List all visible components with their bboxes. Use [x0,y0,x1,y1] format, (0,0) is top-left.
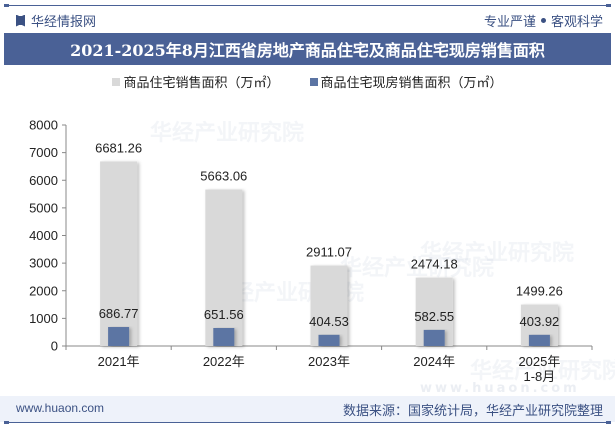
footer-source: 数据来源：国家统计局，华经产业研究院整理 [342,403,603,418]
bars [100,161,558,346]
legend: 商品住宅销售面积（万㎡） 商品住宅现房销售面积（万㎡） [0,72,615,91]
y-tick-label: 5000 [29,200,58,215]
data-label-series2: 582.55 [414,309,454,324]
data-label-series2: 686.77 [99,306,139,321]
footer-url[interactable]: www.huaon.com [16,401,105,415]
watermark-text: 华经产业研究院 [150,120,304,146]
bottom-rule [4,421,611,424]
bar-series2 [108,327,130,346]
bar-series1 [100,161,138,346]
legend-swatch-series1 [112,77,121,86]
x-tick-label: 2025年 [518,354,560,369]
y-tick-label: 1000 [29,311,58,326]
chart-title: 2021-2025年8月江西省房地产商品住宅及商品住宅现房销售面积 [70,41,545,60]
data-label-series1: 5663.06 [200,169,247,184]
data-label-series1: 1499.26 [516,284,563,299]
x-tick-label: 2023年 [308,354,350,369]
x-tick-label: 2022年 [203,354,245,369]
bar-series2 [213,328,235,346]
y-tick-label: 8000 [29,118,58,133]
slogan: 专业严谨 客观科学 [484,11,603,30]
watermark-text: 华经产业研究院 [420,240,574,266]
y-tick-label: 6000 [29,173,58,188]
watermark-text: 华经产业研究院 [340,255,494,281]
bar-series2 [528,334,550,346]
y-tick-label: 7000 [29,145,58,160]
watermark-text: 华经产业研究院 [470,358,615,384]
data-label-series2: 651.56 [204,307,244,322]
slogan-right: 客观科学 [550,14,603,29]
watermark-url: www.huaon.com [420,381,580,396]
y-tick-label: 0 [51,339,58,354]
x-tick-label: 2021年 [98,354,140,369]
bar-series2 [423,329,445,346]
brand-name: 华经情报网 [31,14,97,29]
slogan-left: 专业严谨 [483,14,536,29]
data-label-series1: 2911.07 [306,245,352,260]
bar-series2 [318,334,340,346]
brand: 华经情报网 [16,11,96,30]
data-labels: 6681.26 5663.06 2911.07 2474.18 1499.26 686.7… [95,140,563,328]
y-tick-label: 3000 [29,256,58,271]
legend-label-series1: 商品住宅销售面积（万㎡） [123,75,280,90]
footer: www.huaon.com 数据来源：国家统计局，华经产业研究院整理 [0,396,615,422]
legend-label-series2: 商品住宅现房销售面积（万㎡） [320,75,503,90]
bar-series1 [205,189,243,346]
data-label-series1: 2474.18 [411,257,458,272]
axes: 0 1000 2000 3000 4000 5000 6000 7000 8000 2021年 20… [29,118,593,384]
top-rule [4,4,611,7]
x-tick-label: 1-8月 [524,369,556,384]
legend-swatch-series2 [309,77,318,86]
legend-item-series2: 商品住宅现房销售面积（万㎡） [309,72,503,91]
dot-separator-icon [540,18,546,23]
data-label-series2: 403.92 [520,314,560,329]
x-tick-label: 2024年 [413,354,455,369]
data-label-series1: 6681.26 [95,140,142,155]
y-tick-label: 4000 [29,228,58,243]
data-label-series2: 404.53 [309,314,349,329]
chart-title-bar: 2021-2025年8月江西省房地产商品住宅及商品住宅现房销售面积 [4,33,611,65]
bar-series1 [310,265,348,346]
y-tick-label: 2000 [29,283,58,298]
legend-item-series1: 商品住宅销售面积（万㎡） [112,72,280,91]
